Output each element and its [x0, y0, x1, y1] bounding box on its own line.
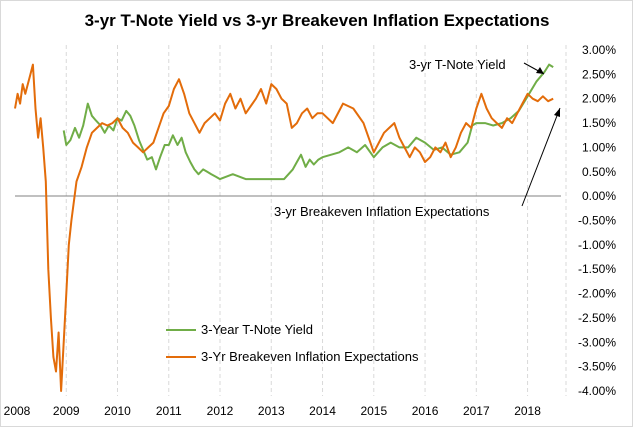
y-tick--4.00%: -4.00%: [578, 384, 616, 398]
series-layer: [14, 63, 554, 392]
x-tick-2013: 2013: [258, 404, 285, 418]
y-tick--3.00%: -3.00%: [578, 335, 616, 349]
y-tick-0.50%: 0.50%: [582, 165, 616, 179]
x-tick-2015: 2015: [360, 404, 387, 418]
x-tick-2016: 2016: [412, 404, 439, 418]
y-tick--3.50%: -3.50%: [578, 360, 616, 374]
chart-title: 3-yr T-Note Yield vs 3-yr Breakeven Infl…: [85, 11, 550, 30]
annotation-breakeven: 3-yr Breakeven Inflation Expectations: [274, 204, 490, 219]
legend: 3-Year T-Note Yield 3-Yr Breakeven Infla…: [166, 322, 419, 364]
y-tick-3.00%: 3.00%: [582, 43, 616, 57]
x-tick-2008: 2008: [4, 404, 31, 418]
series-line-1: [14, 63, 554, 392]
x-tick-2018: 2018: [514, 404, 541, 418]
legend-label-breakeven: 3-Yr Breakeven Inflation Expectations: [201, 349, 419, 364]
y-tick--1.50%: -1.50%: [578, 262, 616, 276]
annotation-breakeven-arrowhead: [554, 108, 560, 117]
y-tick-0.00%: 0.00%: [582, 189, 616, 203]
series-line-0: [62, 63, 554, 181]
y-tick--1.00%: -1.00%: [578, 238, 616, 252]
grid-layer: [65, 45, 567, 396]
x-tick-2012: 2012: [207, 404, 234, 418]
x-tick-2014: 2014: [309, 404, 336, 418]
y-tick-labels: 3.00% 2.50% 2.00% 1.50% 1.00% 0.50% 0.00% -0.50…: [578, 43, 616, 398]
x-tick-labels: 2008 2009 2010 2011 2012 2013 2014 2015 2016 2017…: [4, 404, 542, 418]
x-tick-2009: 2009: [53, 404, 80, 418]
annotation-breakeven-arrow: [521, 107, 561, 207]
x-tick-2017: 2017: [463, 404, 490, 418]
annotation-tnote-yield: 3-yr T-Note Yield: [409, 57, 506, 72]
x-tick-2011: 2011: [156, 404, 182, 418]
legend-label-tnote: 3-Year T-Note Yield: [201, 322, 313, 337]
y-tick--0.50%: -0.50%: [578, 214, 616, 228]
x-tick-2010: 2010: [104, 404, 131, 418]
annotation-tnote-arrowhead: [536, 67, 544, 74]
y-tick-1.50%: 1.50%: [582, 116, 616, 130]
y-tick-2.00%: 2.00%: [582, 92, 616, 106]
y-tick--2.00%: -2.00%: [578, 287, 616, 301]
y-tick-1.00%: 1.00%: [582, 140, 616, 154]
y-tick-2.50%: 2.50%: [582, 67, 616, 81]
y-tick--2.50%: -2.50%: [578, 311, 616, 325]
